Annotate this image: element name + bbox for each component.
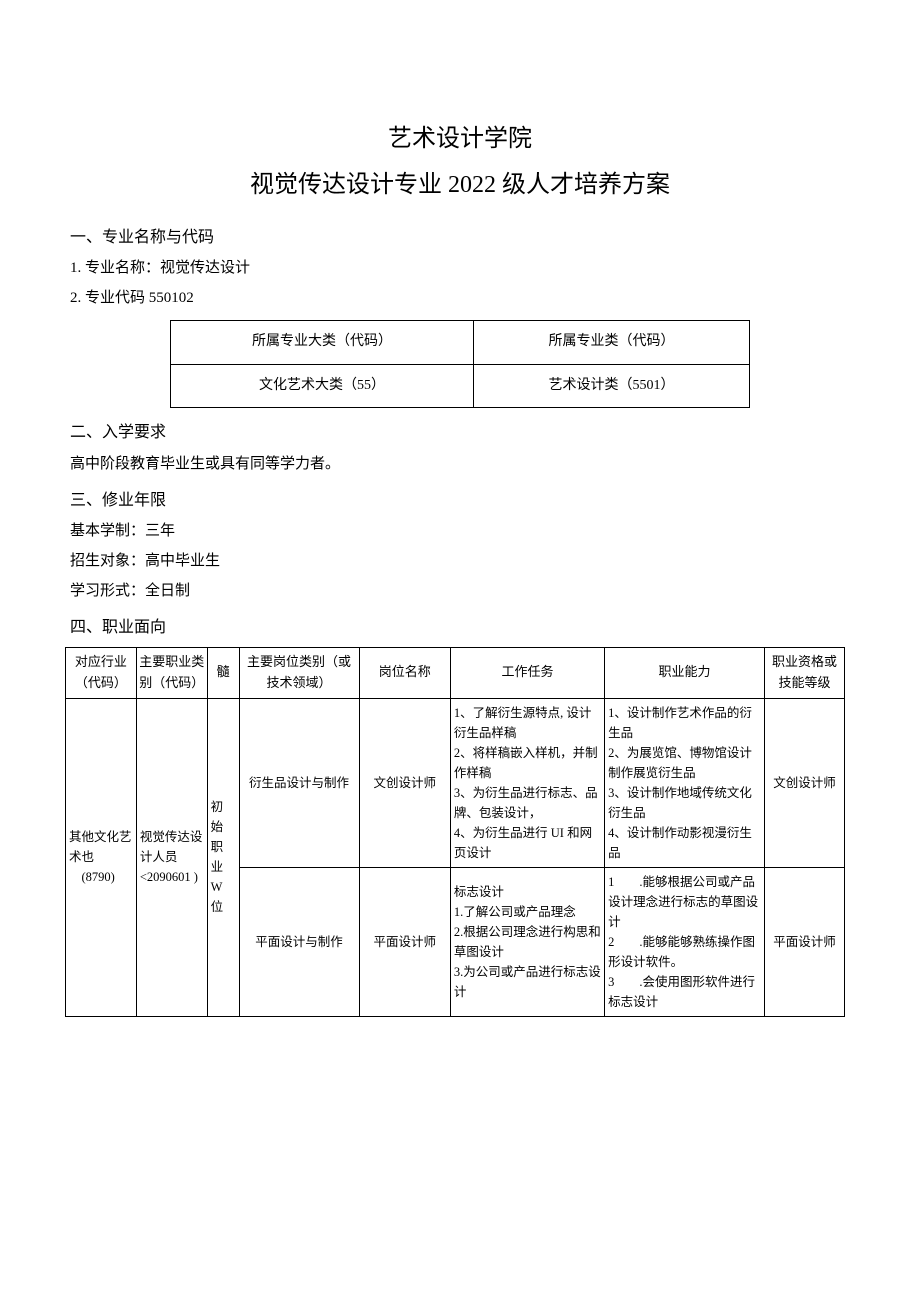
th-jobname: 岗位名称 <box>359 647 450 698</box>
table-row: 其他文化艺术也 (8790) 视觉传达设计人员 <2090601 ) 初始职业 … <box>66 698 845 867</box>
section2-text: 高中阶段教育毕业生或具有同等学力者。 <box>70 452 850 476</box>
section1-heading: 一、专业名称与代码 <box>70 225 850 251</box>
cell-jobtype-1: 衍生品设计与制作 <box>239 698 359 867</box>
cell-tasks-1: 1、了解衍生源特点, 设计衍生品样稿2、将样稿嵌入样机，并制作样稿3、为衍生品进… <box>450 698 604 867</box>
section3-heading: 三、修业年限 <box>70 488 850 514</box>
code-header1: 所属专业大类（代码） <box>171 321 474 364</box>
th-ability: 职业能力 <box>605 647 765 698</box>
section1-item1: 1. 专业名称：视觉传达设计 <box>70 256 850 280</box>
table-row: 所属专业大类（代码） 所属专业类（代码） <box>171 321 750 364</box>
th-occupation: 主要职业类别（代码） <box>136 647 207 698</box>
section3-line3: 学习形式：全日制 <box>70 579 850 603</box>
th-industry: 对应行业（代码） <box>66 647 137 698</box>
cell-cert-2: 平面设计师 <box>764 867 844 1016</box>
section1-item2: 2. 专业代码 550102 <box>70 286 850 310</box>
page-title-line1: 艺术设计学院 <box>70 120 850 158</box>
cell-jobtype-2: 平面设计与制作 <box>239 867 359 1016</box>
cell-tasks-2: 标志设计1.了解公司或产品理念2.根据公司理念进行构思和草图设计3.为公司或产品… <box>450 867 604 1016</box>
section3-line2: 招生对象：高中毕业生 <box>70 549 850 573</box>
th-cert: 职业资格或技能等级 <box>764 647 844 698</box>
code-header2: 所属专业类（代码） <box>474 321 750 364</box>
occupation-table: 对应行业（代码） 主要职业类别（代码） 髓 主要岗位类别（或技术领域） 岗位名称… <box>65 647 845 1017</box>
cell-level: 初始职业 W 位 <box>207 698 239 1016</box>
section3-line1: 基本学制：三年 <box>70 519 850 543</box>
table-row: 文化艺术大类（55） 艺术设计类（5501） <box>171 364 750 407</box>
cell-occupation: 视觉传达设计人员 <2090601 ) <box>136 698 207 1016</box>
th-tasks: 工作任务 <box>450 647 604 698</box>
th-jobtype: 主要岗位类别（或技术领域） <box>239 647 359 698</box>
cell-jobname-1: 文创设计师 <box>359 698 450 867</box>
cell-jobname-2: 平面设计师 <box>359 867 450 1016</box>
cell-cert-1: 文创设计师 <box>764 698 844 867</box>
code-table: 所属专业大类（代码） 所属专业类（代码） 文化艺术大类（55） 艺术设计类（55… <box>170 320 750 408</box>
section2-heading: 二、入学要求 <box>70 420 850 446</box>
table-header-row: 对应行业（代码） 主要职业类别（代码） 髓 主要岗位类别（或技术领域） 岗位名称… <box>66 647 845 698</box>
page-title-line2: 视觉传达设计专业 2022 级人才培养方案 <box>70 166 850 204</box>
th-level: 髓 <box>207 647 239 698</box>
code-cell1: 文化艺术大类（55） <box>171 364 474 407</box>
code-cell2: 艺术设计类（5501） <box>474 364 750 407</box>
cell-ability-1: 1、设计制作艺术作品的衍生品2、为展览馆、博物馆设计制作展览衍生品3、设计制作地… <box>605 698 765 867</box>
cell-industry: 其他文化艺术也 (8790) <box>66 698 137 1016</box>
cell-ability-2: 1 .能够根据公司或产品设计理念进行标志的草图设计2 .能够能够熟练操作图形设计… <box>605 867 765 1016</box>
section4-heading: 四、职业面向 <box>70 615 850 641</box>
